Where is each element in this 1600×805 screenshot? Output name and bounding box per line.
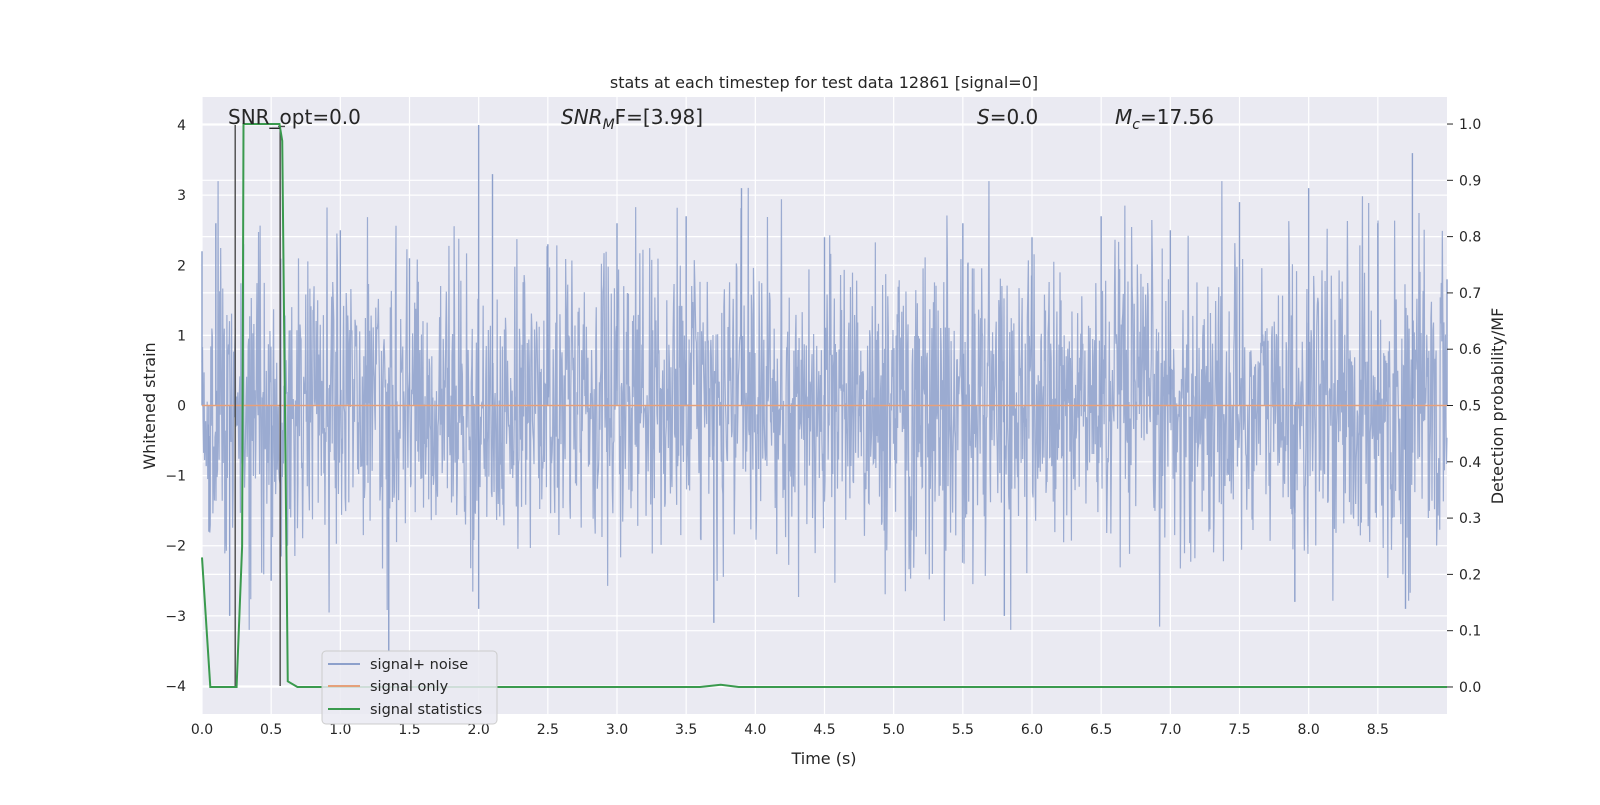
snr-mf-rest: F=[3.98] [615, 105, 703, 129]
y2-tick-label: 0.1 [1459, 624, 1481, 640]
s-base: S [977, 105, 990, 129]
x-tick-label: 2.5 [537, 722, 559, 738]
y2-tick-labels: 1.0 0.9 0.8 0.7 0.6 0.5 0.4 0.3 0.2 0.1 0.0 [1447, 117, 1481, 696]
legend-label-signal-statistics: signal statistics [370, 702, 482, 718]
y2-tick-label: 0.3 [1459, 511, 1481, 527]
y-axis-label: Whitened strain [140, 342, 159, 469]
y-tick-labels: 4 3 2 1 0 −1 −2 −3 −4 [165, 118, 186, 695]
x-tick-label: 6.5 [1090, 722, 1112, 738]
y2-tick-label: 0.8 [1459, 230, 1481, 246]
y-tick-label: −4 [165, 679, 186, 695]
mc-base: M [1115, 105, 1132, 129]
x-tick-label: 3.5 [675, 722, 697, 738]
y-tick-label: −3 [165, 609, 186, 625]
x-tick-label: 5.0 [883, 722, 905, 738]
y-tick-label: −1 [165, 469, 186, 485]
mc-rest: =17.56 [1140, 105, 1214, 129]
x-tick-label: 7.5 [1228, 722, 1250, 738]
x-tick-label: 2.0 [468, 722, 490, 738]
chart-title: stats at each timestep for test data 128… [610, 73, 1038, 92]
y2-tick-label: 0.2 [1459, 567, 1481, 583]
legend-box [321, 650, 498, 725]
x-tick-label: 8.0 [1298, 722, 1320, 738]
y2-tick-label: 0.5 [1459, 399, 1481, 415]
y-tick-label: −2 [165, 539, 186, 555]
y2-axis-label: Detection probability/MF [1488, 308, 1507, 505]
x-axis-label: Time (s) [790, 749, 856, 768]
x-tick-label: 0.5 [260, 722, 282, 738]
snr-mf-sub: M [603, 117, 615, 133]
x-tick-label: 4.0 [744, 722, 766, 738]
series-lines [201, 123, 1447, 688]
y-tick-label: 1 [177, 328, 186, 344]
legend-label-signal-only: signal only [370, 679, 449, 695]
y2-tick-label: 0.7 [1459, 286, 1481, 302]
snr-mf-base: SNR [561, 105, 603, 129]
x-tick-label: 3.0 [606, 722, 628, 738]
x-tick-label: 6.0 [1021, 722, 1043, 738]
y-tick-label: 0 [177, 399, 186, 415]
snr-opt-annotation: SNR_opt=0.0 [228, 105, 361, 129]
signal-statistics-line [201, 123, 1447, 688]
x-tick-label: 7.0 [1159, 722, 1181, 738]
legend-label-signal-noise: signal+ noise [370, 657, 468, 673]
x-tick-label: 1.0 [329, 722, 351, 738]
y-tick-label: 2 [177, 258, 186, 274]
s-rest: =0.0 [990, 105, 1039, 129]
x-tick-labels: 0.0 0.5 1.0 1.5 2.0 2.5 3.0 3.5 4.0 4.5 5.0 5.5 6.0 6… [191, 722, 1389, 738]
s-annotation: S=0.0 [977, 105, 1038, 129]
mc-sub: c [1132, 117, 1140, 133]
mc-annotation: Mc=17.56 [1115, 105, 1214, 133]
y2-tick-label: 1.0 [1459, 117, 1481, 133]
x-tick-label: 1.5 [398, 722, 420, 738]
snr-mf-annotation: SNRMF=[3.98] [561, 105, 703, 133]
y2-tick-label: 0.4 [1459, 455, 1481, 471]
y2-tick-label: 0.0 [1459, 680, 1481, 696]
y-tick-label: 3 [177, 188, 186, 204]
y2-tick-label: 0.6 [1459, 342, 1481, 358]
y-tick-label: 4 [177, 118, 186, 134]
y2-tick-label: 0.9 [1459, 173, 1481, 189]
x-tick-label: 8.5 [1367, 722, 1389, 738]
x-tick-label: 0.0 [191, 722, 213, 738]
legend: signal+ noise signal only signal statist… [321, 650, 498, 725]
x-tick-label: 5.5 [952, 722, 974, 738]
x-tick-label: 4.5 [813, 722, 835, 738]
